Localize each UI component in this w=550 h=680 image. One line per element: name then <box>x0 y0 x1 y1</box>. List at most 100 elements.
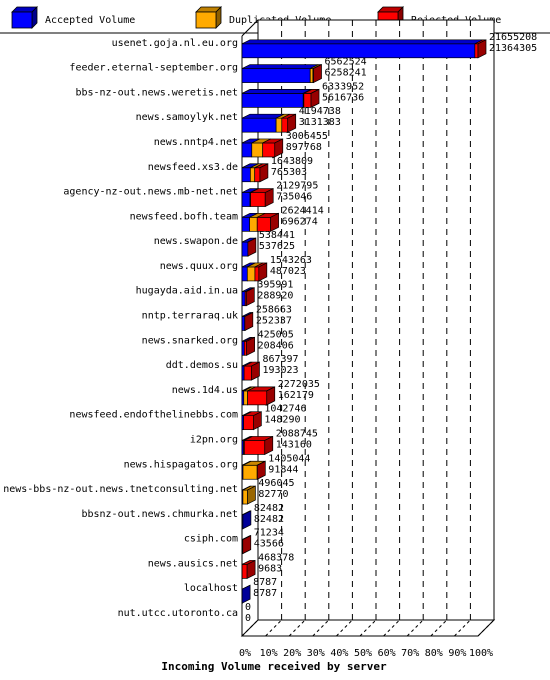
plot-floor <box>240 619 496 637</box>
floor-grid-line <box>406 619 424 637</box>
bar-segment <box>241 68 311 83</box>
bar-side <box>274 138 284 158</box>
bar-side <box>287 113 297 133</box>
accepted-volume-label: 537625 <box>259 241 295 252</box>
total-volume-label: 2088745 <box>276 428 318 439</box>
total-volume-label: 6562524 <box>325 57 367 68</box>
bar-side <box>242 535 252 555</box>
floor-grid-line <box>383 619 400 637</box>
bar-side <box>313 64 322 84</box>
accepted-volume-label: 91844 <box>268 464 298 475</box>
accepted-volume-label: 0 <box>245 613 251 624</box>
accepted-volume-label: 288920 <box>257 291 293 302</box>
bar-side <box>264 187 274 208</box>
x-tick-label: 40% <box>330 648 348 659</box>
total-volume-label: 6333952 <box>322 81 364 92</box>
total-volume-label: 0 <box>245 602 251 613</box>
bar-segment <box>474 43 479 59</box>
accepted-volume-label: 82770 <box>258 489 288 500</box>
category-label: usenet.goja.nl.eu.org <box>112 38 238 49</box>
floor-grid-line <box>312 619 330 637</box>
accepted-volume-label: 487023 <box>270 266 306 277</box>
floor-grid-line <box>265 619 282 637</box>
bar-side <box>477 39 487 59</box>
bar-segment <box>241 241 249 257</box>
bar-side <box>258 262 268 282</box>
floor-grid-line <box>359 619 377 637</box>
bar-segment <box>241 564 248 579</box>
floor-grid-line <box>430 619 448 637</box>
bar-side <box>264 435 274 456</box>
bar-segment <box>243 440 266 455</box>
category-label: news.samoylyk.net <box>136 112 238 123</box>
category-label: localhost <box>184 583 238 594</box>
category-label: news.swapon.de <box>154 236 238 247</box>
x-tick-label: 30% <box>307 648 325 659</box>
total-volume-label: 1405044 <box>268 453 310 464</box>
total-volume-label: 258663 <box>256 305 292 316</box>
bar-side <box>242 510 252 530</box>
bar-segment <box>241 266 248 282</box>
accepted-volume-label: 21364305 <box>489 43 537 54</box>
floor-grid-line <box>241 619 259 637</box>
category-label: newsfeed.endofthelinebbs.com <box>69 410 238 421</box>
x-tick-label: 60% <box>378 648 396 659</box>
bar-top <box>241 39 483 45</box>
x-tick-label: 0% <box>239 648 251 659</box>
category-label: nut.utcc.utoronto.ca <box>118 608 238 619</box>
bar-segment <box>275 117 283 133</box>
total-volume-label: 2272035 <box>278 379 320 390</box>
category-label: bbsnz-out.news.chmurka.net <box>81 509 238 520</box>
accepted-volume-label: 5616736 <box>322 92 364 103</box>
category-label: csiph.com <box>184 534 238 545</box>
accepted-volume-label: 252337 <box>256 316 292 327</box>
accepted-volume-label: 82482 <box>254 514 284 525</box>
category-label: ddt.demos.su <box>166 360 238 371</box>
bar-side <box>246 559 256 579</box>
x-axis: 0% 10% 20% 30% 40% 50% 60% 70% 80% 90% 100% <box>239 648 493 659</box>
bar-segment <box>241 216 250 232</box>
accepted-volume-label: 765303 <box>271 167 307 178</box>
total-volume-label: 395991 <box>257 280 293 291</box>
bar-segment <box>242 489 248 505</box>
bar-side <box>247 485 256 505</box>
floor-grid-line <box>477 619 495 637</box>
bars <box>241 39 487 604</box>
total-volume-label: 4194738 <box>299 106 341 117</box>
bar-side <box>256 460 266 480</box>
bar-side <box>270 212 279 232</box>
category-label: feeder.eternal-september.org <box>69 63 238 74</box>
total-volume-label: 1543263 <box>270 255 312 266</box>
total-volume-label: 21655208 <box>489 32 537 43</box>
category-label: bbs-nz-out.news.weretis.net <box>75 87 238 98</box>
bar-segment <box>243 390 248 406</box>
bar-segment <box>241 291 246 307</box>
category-label: news.1d4.us <box>172 385 238 396</box>
total-volume-label: 867397 <box>262 354 298 365</box>
bar-segment <box>242 464 258 480</box>
accepted-volume-label: 43566 <box>254 539 284 550</box>
accepted-volume-label: 9683 <box>258 563 282 574</box>
bar-segment <box>241 167 251 183</box>
category-label: i2pn.org <box>190 434 238 445</box>
category-label: news-bbs-nz-out.news.tnetconsulting.net <box>3 484 238 495</box>
category-label: news.ausics.net <box>148 558 238 569</box>
bar-segment <box>243 340 247 356</box>
category-label: newsfeed.bofh.team <box>130 211 238 222</box>
total-volume-label: 425005 <box>258 329 294 340</box>
bar-segment <box>241 117 277 133</box>
bar-side <box>247 237 257 257</box>
accepted-volume-label: 897768 <box>286 142 322 153</box>
category-label: news.snarked.org <box>142 335 238 346</box>
accepted-volume-label: 735046 <box>276 192 312 203</box>
total-volume-label: 538441 <box>259 230 295 241</box>
legend-label: Accepted Volume <box>45 15 135 26</box>
category-label: newsfeed.xs3.de <box>148 162 238 173</box>
plot-edge <box>241 19 259 37</box>
x-tick-label: 50% <box>354 648 372 659</box>
bar-segment <box>249 167 256 183</box>
total-volume-label: 8787 <box>253 577 277 588</box>
bar-segment <box>241 142 253 158</box>
bar-segment <box>309 68 314 83</box>
